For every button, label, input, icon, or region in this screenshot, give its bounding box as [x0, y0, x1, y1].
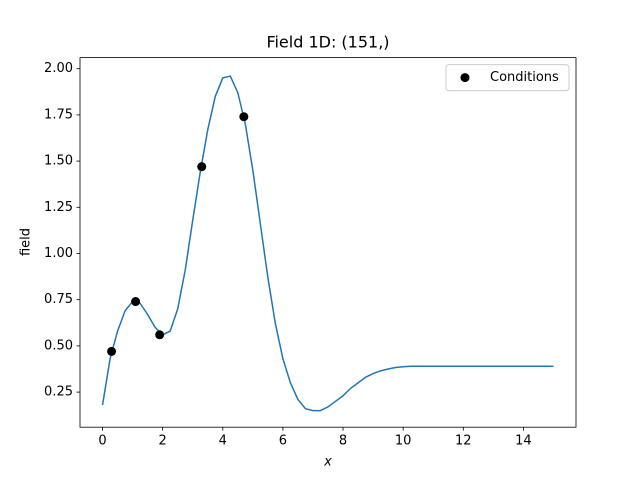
y-tick-label: 2.00: [44, 61, 73, 76]
y-tick-label: 0.25: [44, 385, 73, 400]
x-tick-label: 10: [395, 434, 412, 449]
y-tick-label: 0.50: [44, 338, 73, 353]
plot-frame: [79, 57, 577, 428]
y-tick-label: 1.75: [44, 107, 73, 122]
scatter-point: [239, 112, 249, 122]
y-tick-label: 0.75: [44, 292, 73, 307]
scatter-point: [131, 297, 141, 307]
x-axis-label: x: [323, 455, 332, 470]
x-tick-label: 2: [159, 434, 167, 449]
x-tick-label: 6: [279, 434, 287, 449]
x-tick-label: 12: [455, 434, 472, 449]
scatter-point: [197, 162, 207, 172]
scatter-point: [155, 330, 165, 340]
x-tick-label: 14: [515, 434, 532, 449]
line: [101, 75, 554, 412]
y-tick-label: 1.50: [44, 154, 73, 169]
legend-box: [445, 64, 570, 92]
scatter-point: [107, 346, 117, 356]
x-tick-label: 8: [339, 434, 347, 449]
y-tick-label: 1.00: [44, 246, 73, 261]
chart-title: Field 1D: (151,): [266, 33, 389, 52]
legend-marker: [460, 73, 470, 83]
y-axis-label: field: [19, 228, 34, 256]
y-tick-label: 1.25: [44, 200, 73, 215]
x-tick-label: 4: [219, 434, 227, 449]
x-tick-label: 0: [98, 434, 106, 449]
legend-label: Conditions: [490, 70, 559, 85]
